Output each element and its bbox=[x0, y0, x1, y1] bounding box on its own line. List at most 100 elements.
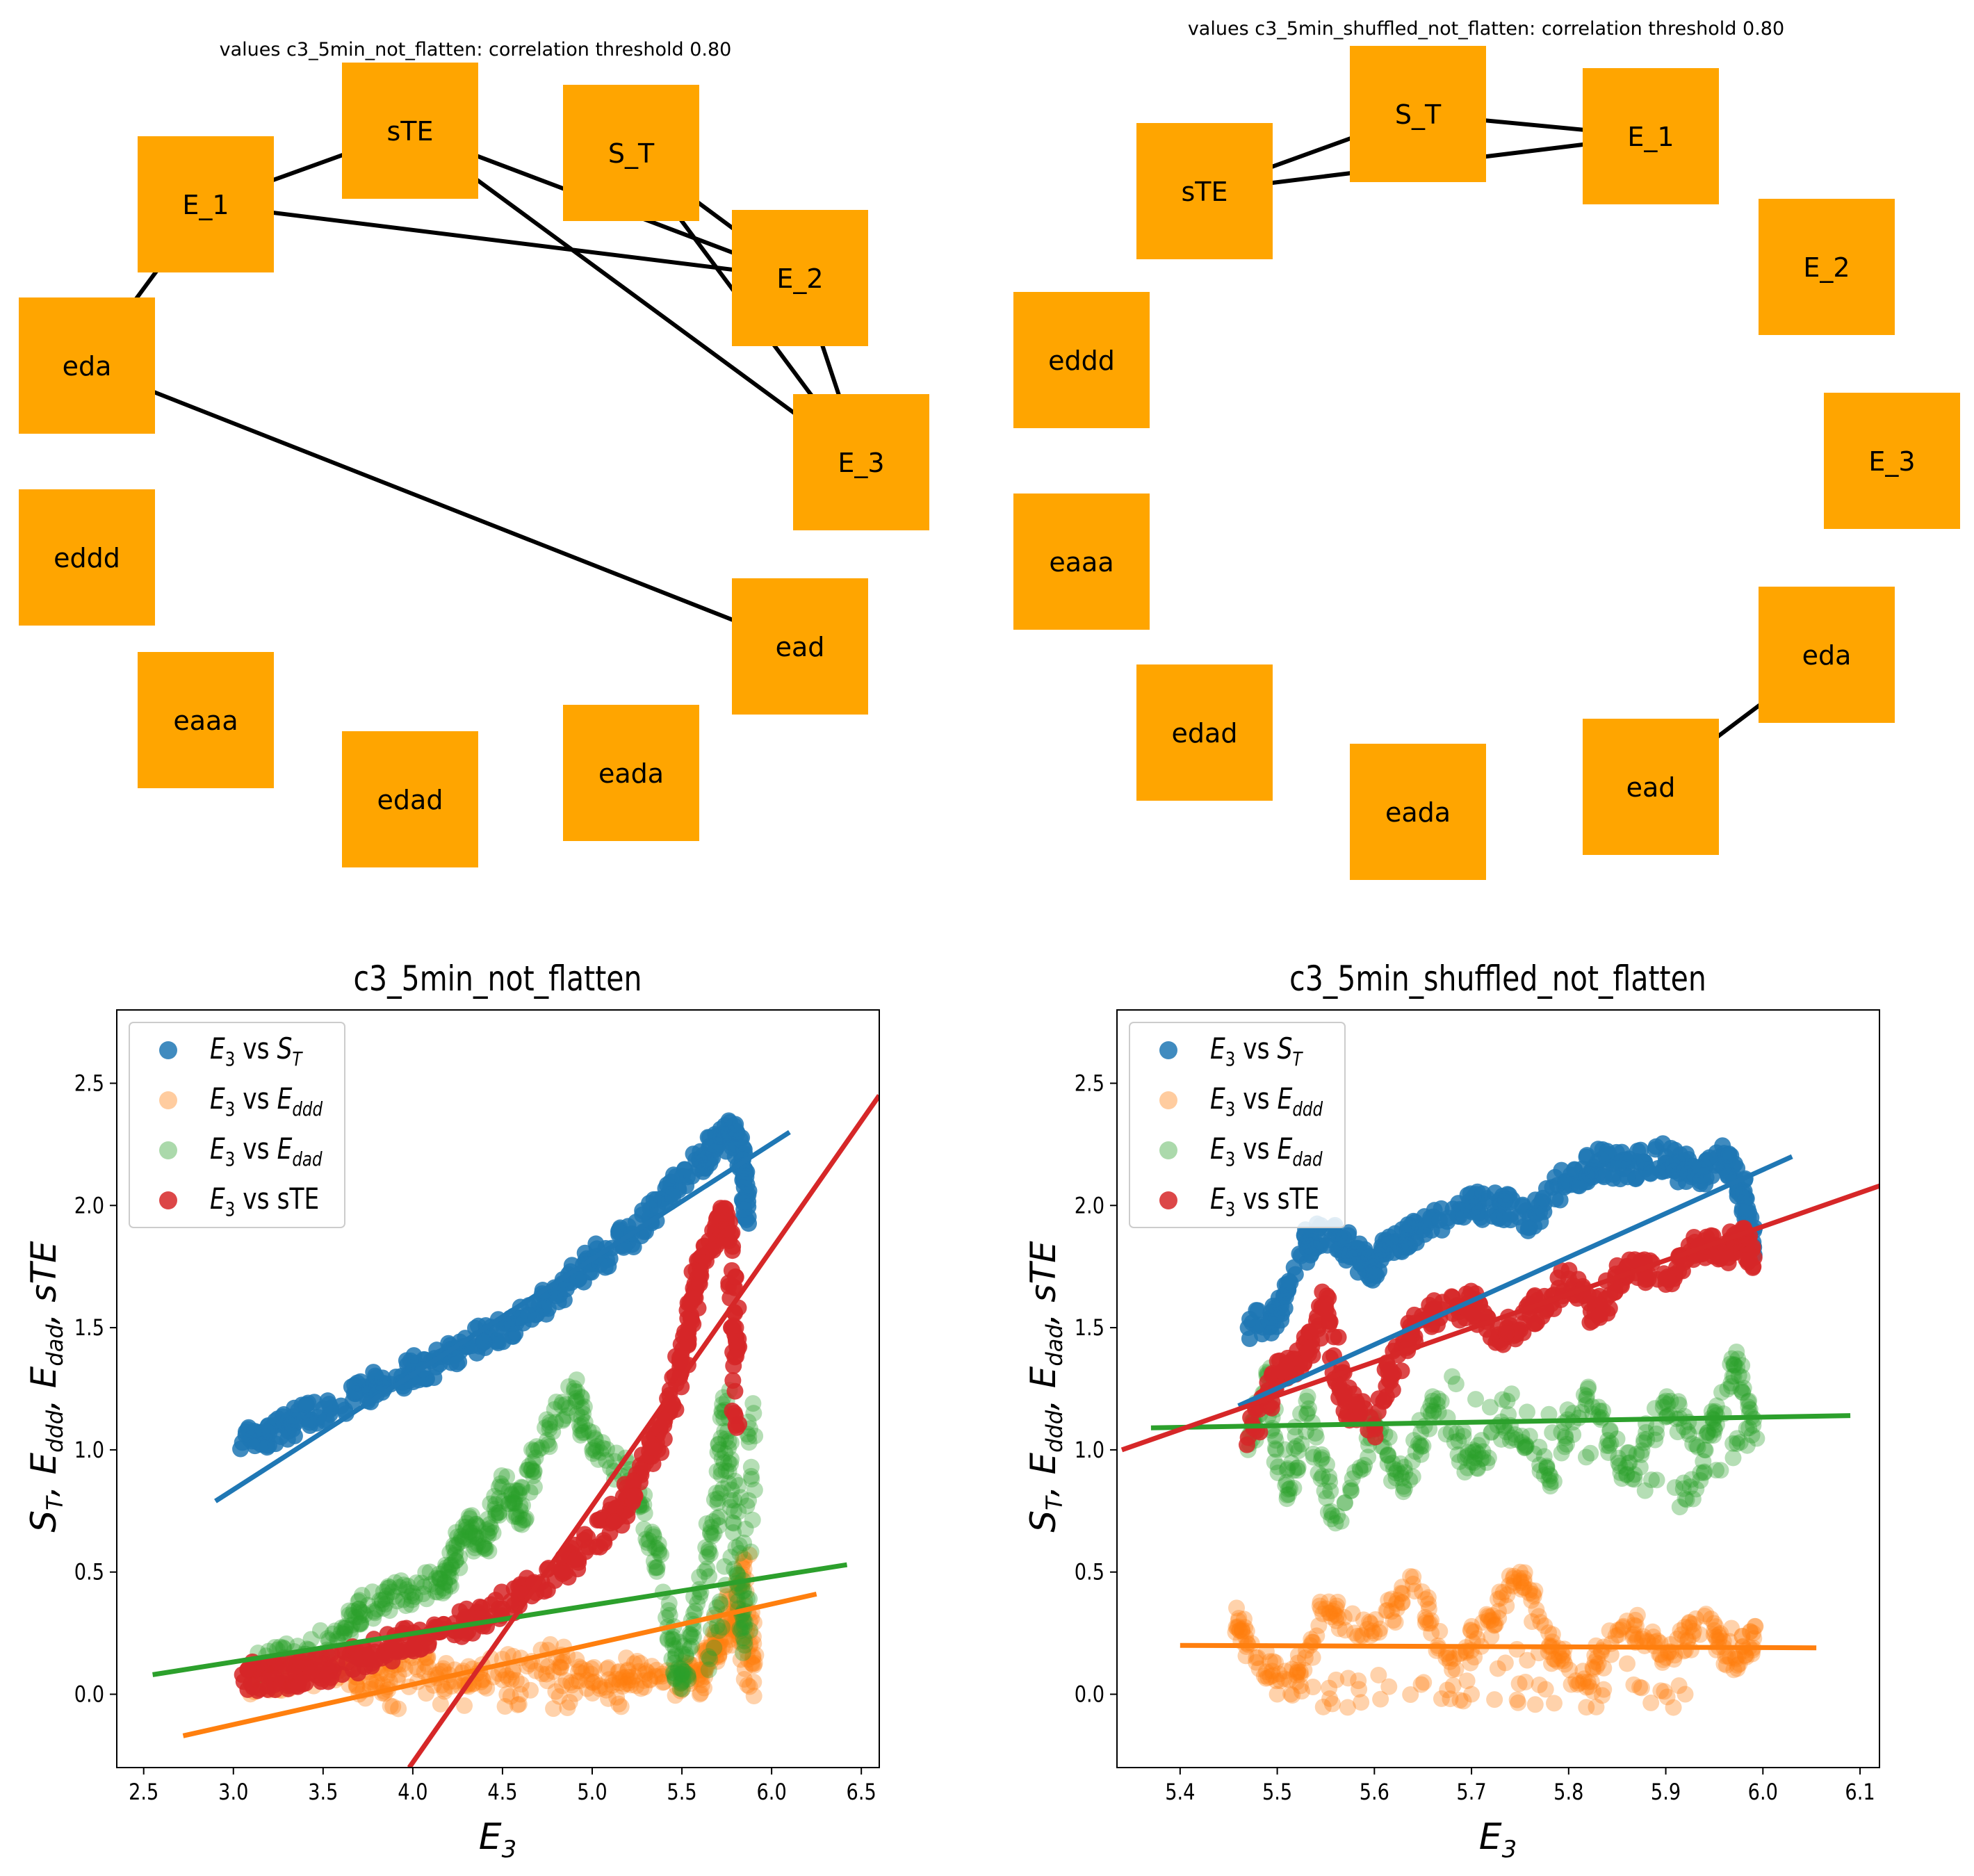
data-point-cloud bbox=[635, 1520, 653, 1537]
data-point-cloud bbox=[578, 1672, 596, 1689]
data-point-cloud bbox=[1505, 1577, 1522, 1594]
data-point-cloud bbox=[1560, 1661, 1578, 1679]
data-point-cloud bbox=[742, 1636, 759, 1653]
data-point-cloud bbox=[724, 1238, 742, 1255]
data-point-cloud bbox=[1312, 1470, 1330, 1487]
data-point-cloud bbox=[1417, 1590, 1434, 1608]
data-point-cloud bbox=[1672, 1622, 1689, 1639]
data-point-cloud bbox=[1724, 1157, 1742, 1175]
data-point-cloud bbox=[708, 1653, 726, 1670]
data-point-cloud bbox=[710, 1622, 728, 1639]
data-point-cloud bbox=[498, 1468, 516, 1485]
data-point-cloud bbox=[604, 1677, 621, 1694]
data-point-cloud bbox=[440, 1569, 457, 1586]
data-point-cloud bbox=[1298, 1405, 1315, 1423]
data-point-cloud bbox=[667, 1687, 684, 1704]
data-point-cloud bbox=[342, 1626, 359, 1643]
data-point-cloud bbox=[1314, 1449, 1331, 1467]
data-point-cloud bbox=[432, 1570, 449, 1588]
data-point-cloud bbox=[403, 1591, 421, 1608]
data-point-cloud bbox=[1248, 1649, 1265, 1667]
data-point-cloud bbox=[726, 1472, 744, 1490]
data-point-cloud bbox=[512, 1497, 529, 1515]
data-point-cloud bbox=[1542, 1474, 1559, 1492]
data-point-cloud bbox=[582, 1665, 600, 1683]
data-point-cloud bbox=[1285, 1462, 1303, 1479]
data-point-cloud bbox=[726, 1621, 744, 1638]
data-point-cloud bbox=[1602, 1435, 1620, 1452]
data-point-cloud bbox=[714, 1620, 731, 1638]
data-point-cloud bbox=[639, 1534, 656, 1551]
data-point-cloud bbox=[626, 1487, 643, 1504]
data-point-cloud bbox=[746, 1481, 763, 1499]
data-point-cloud bbox=[373, 1592, 391, 1609]
data-point-cloud bbox=[1420, 1601, 1437, 1618]
x-tick-label: 5.6 bbox=[1360, 1779, 1389, 1806]
data-point-cloud bbox=[352, 1615, 369, 1632]
data-point-cloud bbox=[1684, 1626, 1702, 1643]
data-point-cloud bbox=[696, 1641, 714, 1658]
data-point-cloud bbox=[434, 1580, 452, 1597]
data-point-cloud bbox=[741, 1638, 758, 1655]
data-point-cloud bbox=[1535, 1467, 1553, 1484]
data-point-cloud bbox=[659, 1630, 676, 1647]
data-point-cloud bbox=[440, 1561, 457, 1579]
data-point-cloud bbox=[1729, 1660, 1746, 1677]
data-point-cloud bbox=[507, 1490, 524, 1508]
data-point-cloud bbox=[626, 1472, 643, 1490]
data-point-cloud bbox=[1650, 1645, 1667, 1663]
data-point-cloud bbox=[1681, 1615, 1698, 1632]
data-point-cloud bbox=[644, 1524, 661, 1541]
data-point-cloud bbox=[418, 1685, 435, 1702]
data-point-cloud bbox=[1615, 1617, 1632, 1635]
graph-node-eda: eda bbox=[1759, 587, 1895, 723]
data-point-cloud bbox=[1392, 1455, 1409, 1472]
data-point-cloud bbox=[1412, 1424, 1430, 1441]
data-point-cloud bbox=[731, 1628, 749, 1645]
data-point-cloud bbox=[666, 1667, 683, 1685]
data-point-cloud bbox=[1647, 1419, 1665, 1436]
data-point-cloud bbox=[680, 1670, 697, 1688]
data-point-cloud bbox=[702, 1524, 719, 1541]
data-point-cloud bbox=[1414, 1583, 1431, 1601]
data-point-cloud bbox=[702, 1519, 719, 1536]
data-point-cloud bbox=[480, 1542, 498, 1560]
data-point-cloud bbox=[1738, 1437, 1756, 1454]
data-point-cloud bbox=[1575, 1386, 1592, 1403]
data-point-cloud bbox=[673, 1665, 690, 1683]
data-point-cloud bbox=[1405, 1432, 1423, 1449]
data-point-cloud bbox=[1320, 1289, 1337, 1307]
y-tick-label: 1.5 bbox=[74, 1315, 104, 1341]
data-point-cloud bbox=[486, 1501, 503, 1518]
data-point-cloud bbox=[1585, 1683, 1602, 1700]
graph-node-label: S_T bbox=[608, 138, 655, 169]
data-point-cloud bbox=[1501, 1567, 1518, 1585]
data-point-cloud bbox=[663, 1630, 680, 1647]
regression-line-3 bbox=[1120, 1183, 1879, 1453]
data-point bbox=[1444, 1368, 1461, 1385]
graph-title: values c3_5min_shuffled_not_flatten: cor… bbox=[1188, 18, 1784, 40]
data-point-cloud bbox=[704, 1648, 721, 1665]
data-point bbox=[1288, 1673, 1305, 1690]
data-point-cloud bbox=[1323, 1608, 1340, 1626]
data-point-cloud bbox=[1321, 1679, 1338, 1697]
data-point bbox=[386, 1588, 404, 1605]
data-point-cloud bbox=[1379, 1446, 1396, 1464]
data-point-cloud bbox=[566, 1380, 583, 1397]
data-point-cloud bbox=[1372, 1690, 1389, 1708]
data-point-cloud bbox=[1500, 1406, 1517, 1424]
data-point-cloud bbox=[417, 1564, 434, 1581]
data-point-cloud bbox=[1658, 1388, 1676, 1405]
data-point-cloud bbox=[495, 1492, 512, 1510]
data-point-cloud bbox=[672, 1674, 690, 1692]
data-point-cloud bbox=[239, 1681, 256, 1698]
data-point-cloud bbox=[545, 1663, 562, 1680]
data-point-cloud bbox=[717, 1430, 735, 1448]
data-point-cloud bbox=[508, 1508, 525, 1525]
data-point-cloud bbox=[735, 1560, 753, 1578]
data-point-cloud bbox=[1563, 1676, 1580, 1693]
data-point-cloud bbox=[1328, 1607, 1345, 1624]
data-point-cloud bbox=[1452, 1645, 1469, 1662]
data-point-cloud bbox=[560, 1378, 578, 1395]
data-point-cloud bbox=[525, 1463, 542, 1481]
